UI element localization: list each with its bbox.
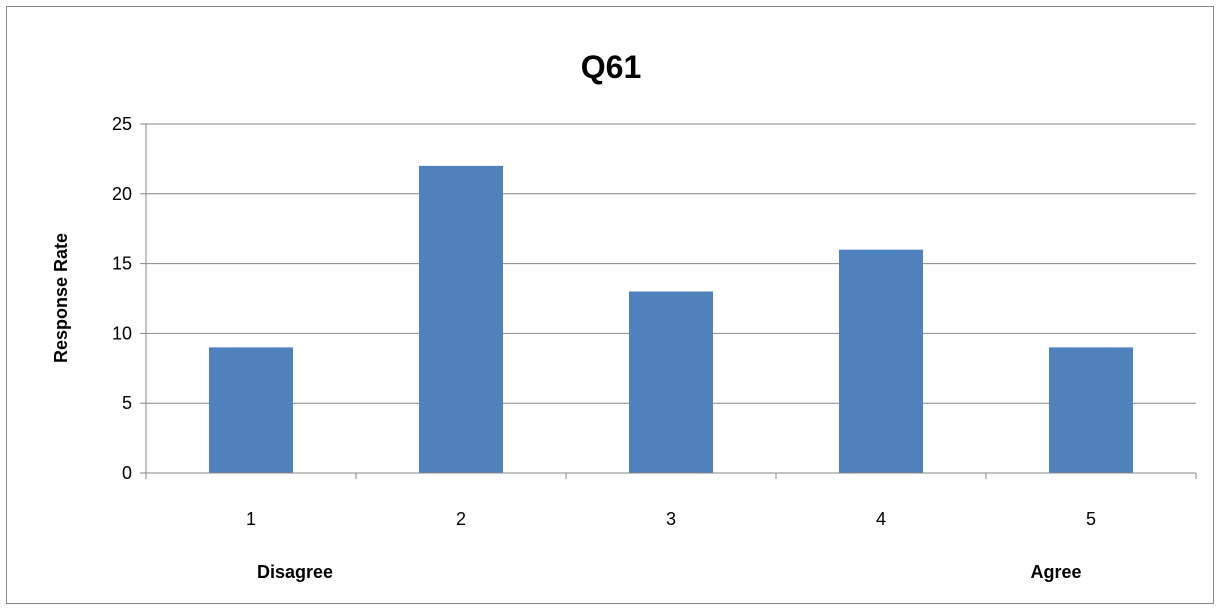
y-tick-label: 20 — [112, 184, 132, 204]
bar-1 — [209, 347, 293, 473]
y-tick-label: 0 — [122, 463, 132, 483]
x-tick-label: 3 — [666, 509, 676, 529]
x-axis-ticks: 1 2 3 4 5 — [145, 473, 1197, 529]
y-tick-label: 10 — [112, 323, 132, 343]
bar-4 — [839, 249, 923, 473]
x-tick-label: 4 — [876, 509, 886, 529]
y-tick-label: 25 — [112, 114, 132, 134]
x-tick-label: 1 — [246, 509, 256, 529]
bar-3 — [629, 291, 713, 473]
y-axis-ticks: 0 5 10 15 20 25 — [112, 114, 146, 483]
bar-5 — [1049, 347, 1133, 473]
disagree-label: Disagree — [257, 562, 333, 582]
x-tick-label: 5 — [1086, 509, 1096, 529]
y-tick-label: 15 — [112, 254, 132, 274]
agree-label: Agree — [1030, 562, 1081, 582]
chart-title: Q61 — [581, 49, 641, 85]
bar-2 — [419, 165, 503, 473]
y-tick-label: 5 — [122, 393, 132, 413]
chart-frame — [6, 6, 1214, 604]
bars — [209, 165, 1133, 473]
y-axis-title: Response Rate — [51, 233, 71, 363]
x-tick-label: 2 — [456, 509, 466, 529]
